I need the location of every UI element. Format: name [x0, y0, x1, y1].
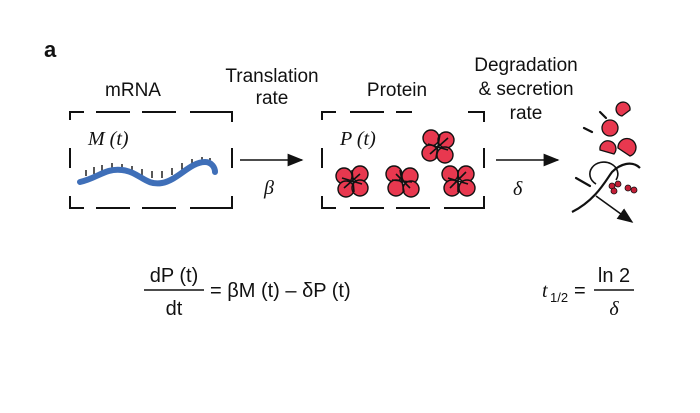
translation-label-line1: Translation — [225, 66, 318, 87]
degraded-fragments-icon — [571, 101, 641, 223]
protein-symbol: P (t) — [339, 128, 376, 150]
equation-rhs: = βM (t) – δP (t) — [210, 280, 351, 302]
half-life-denominator: δ — [609, 298, 619, 320]
equation-numerator: dP (t) — [150, 265, 199, 287]
half-life-equals: = — [574, 280, 586, 302]
degradation-label-line3: rate — [510, 103, 543, 124]
half-life-t: t — [542, 280, 548, 302]
half-life-equation: t 1/2 = ln 2 δ — [542, 265, 634, 320]
rate-equation: dP (t) dt = βM (t) – δP (t) — [144, 265, 351, 320]
half-life-subscript: 1/2 — [550, 290, 568, 305]
panel-label: a — [44, 37, 57, 62]
degradation-label-line2: & secretion — [478, 79, 573, 100]
translation-label-line2: rate — [256, 88, 289, 109]
protein-cluster-icon — [335, 129, 476, 198]
delta-symbol: δ — [513, 178, 523, 200]
mrna-title: mRNA — [105, 80, 161, 101]
mrna-dashed-box — [69, 111, 233, 209]
protein-dashed-box — [321, 111, 485, 209]
half-life-numerator: ln 2 — [598, 265, 630, 287]
protein-title: Protein — [367, 80, 427, 101]
degradation-label-line1: Degradation — [474, 55, 578, 76]
mrna-strand — [77, 157, 218, 187]
equation-denominator: dt — [166, 298, 183, 320]
beta-symbol: β — [263, 177, 274, 199]
mrna-symbol: M (t) — [87, 128, 129, 150]
